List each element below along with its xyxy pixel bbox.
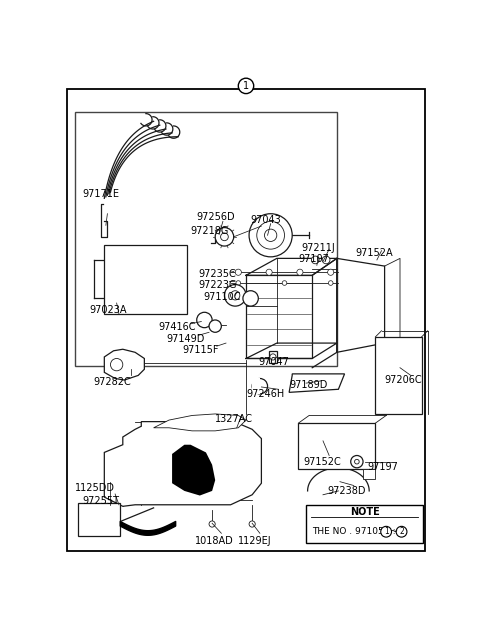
- Circle shape: [249, 213, 292, 257]
- Text: 97235C: 97235C: [198, 269, 236, 279]
- Circle shape: [257, 222, 285, 249]
- Polygon shape: [154, 414, 246, 431]
- Polygon shape: [104, 420, 262, 506]
- Polygon shape: [104, 349, 144, 380]
- Circle shape: [230, 290, 240, 300]
- Bar: [104, 245, 187, 314]
- Polygon shape: [269, 351, 277, 363]
- Text: 97238D: 97238D: [328, 486, 366, 496]
- Text: 97255T: 97255T: [83, 496, 120, 506]
- Bar: [252, 379, 260, 394]
- Circle shape: [355, 459, 359, 464]
- Text: 1327AC: 1327AC: [215, 414, 253, 424]
- Text: 1018AD: 1018AD: [195, 536, 234, 546]
- Circle shape: [297, 269, 303, 275]
- Circle shape: [236, 280, 240, 285]
- Polygon shape: [172, 444, 215, 496]
- Circle shape: [270, 354, 276, 360]
- Text: 97218G: 97218G: [191, 226, 229, 236]
- Bar: [299, 423, 375, 470]
- Text: 1: 1: [243, 81, 249, 91]
- Text: 1: 1: [384, 527, 388, 536]
- Circle shape: [243, 290, 258, 306]
- Text: 97246H: 97246H: [246, 389, 284, 399]
- Text: 97107: 97107: [299, 254, 329, 264]
- Text: 97211J: 97211J: [301, 243, 335, 253]
- Circle shape: [110, 359, 123, 371]
- Bar: [375, 337, 421, 414]
- Circle shape: [197, 312, 212, 327]
- Circle shape: [328, 280, 333, 285]
- Text: THE NO . 97105B :: THE NO . 97105B :: [312, 527, 396, 536]
- Circle shape: [322, 256, 330, 264]
- Text: 97189D: 97189D: [289, 380, 327, 390]
- Circle shape: [235, 269, 241, 275]
- Circle shape: [312, 256, 319, 264]
- Circle shape: [266, 269, 272, 275]
- Circle shape: [381, 526, 392, 537]
- Text: 97152A: 97152A: [355, 248, 393, 258]
- Bar: [75, 112, 337, 366]
- Text: 97023A: 97023A: [89, 305, 126, 315]
- Circle shape: [328, 269, 334, 275]
- Text: 97152C: 97152C: [303, 457, 341, 467]
- Circle shape: [249, 521, 255, 527]
- Text: 97043: 97043: [251, 215, 281, 225]
- Circle shape: [209, 320, 221, 332]
- Text: 97149D: 97149D: [166, 334, 204, 344]
- Text: 97256D: 97256D: [197, 212, 235, 222]
- Text: 97197: 97197: [368, 461, 398, 471]
- Text: NOTE: NOTE: [350, 508, 380, 518]
- Circle shape: [225, 285, 246, 306]
- Circle shape: [215, 228, 234, 246]
- Circle shape: [282, 280, 287, 285]
- Text: 1125DD: 1125DD: [75, 483, 115, 493]
- Circle shape: [252, 379, 267, 394]
- Text: 97115F: 97115F: [183, 345, 219, 354]
- Text: 2: 2: [399, 527, 404, 536]
- Text: 97047: 97047: [258, 357, 289, 367]
- Polygon shape: [289, 374, 345, 393]
- Circle shape: [221, 233, 228, 240]
- Text: ~: ~: [390, 526, 398, 536]
- Circle shape: [238, 78, 254, 94]
- Text: 97110C: 97110C: [203, 292, 240, 302]
- Text: 97416C: 97416C: [158, 322, 196, 332]
- Bar: [363, 470, 375, 479]
- Text: 1129EJ: 1129EJ: [238, 536, 272, 546]
- Bar: [78, 503, 120, 536]
- Circle shape: [233, 423, 240, 430]
- Text: 97206C: 97206C: [384, 376, 422, 386]
- Circle shape: [209, 521, 215, 527]
- Text: 97223G: 97223G: [198, 280, 237, 290]
- Text: 97282C: 97282C: [94, 377, 132, 387]
- Circle shape: [351, 456, 363, 468]
- Circle shape: [264, 229, 277, 242]
- Circle shape: [396, 526, 407, 537]
- Text: 97171E: 97171E: [83, 189, 120, 199]
- Bar: [306, 505, 423, 543]
